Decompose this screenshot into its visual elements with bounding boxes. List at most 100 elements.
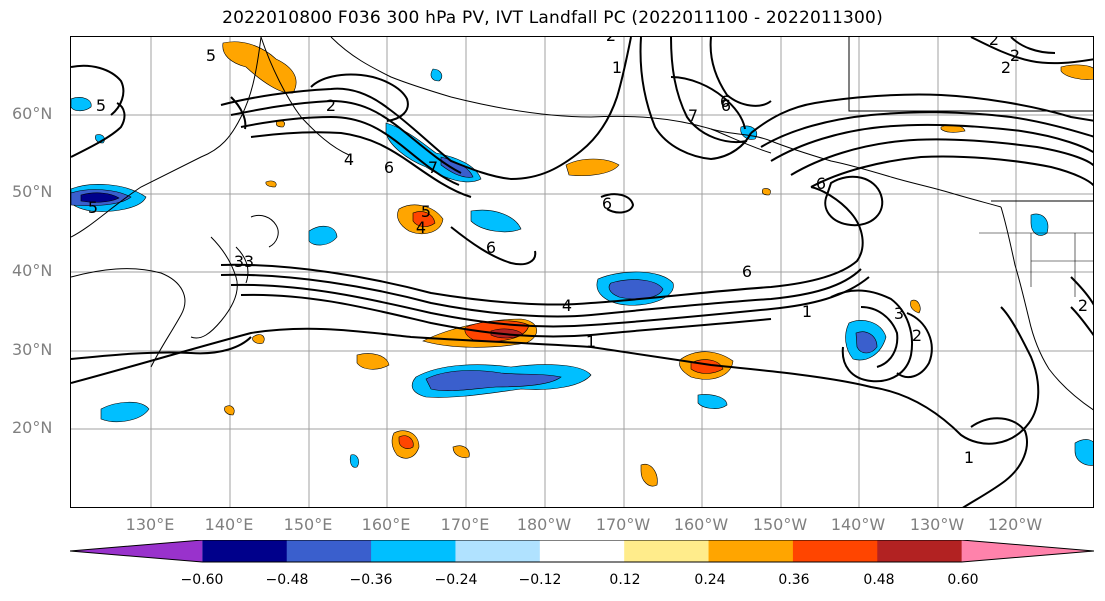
contour-label: 6 — [816, 174, 826, 193]
lon-label-140e: 140°E — [204, 515, 254, 534]
lat-label-30n: 30°N — [12, 340, 53, 359]
lon-label-170w: 170°W — [595, 515, 651, 534]
negative-pc-region — [80, 192, 120, 203]
contour-label: 5 — [206, 46, 216, 65]
map-canvas: 5 5 2 4 6 7 5 4 5 6 6 2 1 7 6 2 6 6 3 4 … — [71, 37, 1093, 507]
lat-label-20n: 20°N — [12, 418, 53, 437]
lon-label-130e: 130°E — [125, 515, 175, 534]
contour-label: 7 — [428, 158, 438, 177]
contour-label: 2 — [1078, 296, 1088, 315]
negative-pc-region — [697, 394, 728, 409]
lon-label-160w: 160°W — [673, 515, 729, 534]
lon-label-180w: 180°W — [516, 515, 572, 534]
colorbar-tick-label: 0.48 — [863, 572, 895, 588]
colorbar-extend-min — [70, 540, 203, 562]
lon-label-140w: 140°W — [830, 515, 886, 534]
negative-pc-region — [308, 225, 338, 246]
contour-label: 3 — [234, 252, 244, 271]
colorbar-segment — [877, 540, 963, 562]
positive-pc-region — [265, 180, 277, 188]
contour-label: 6 — [384, 158, 394, 177]
colorbar-tick-label: 0.24 — [694, 572, 726, 588]
positive-pc-region — [224, 405, 235, 416]
contour-labels: 5 5 2 4 6 7 5 4 5 6 6 2 1 7 6 2 6 6 3 4 … — [88, 37, 1088, 467]
negative-pc-region — [1030, 213, 1049, 236]
lat-label-40n: 40°N — [12, 261, 53, 280]
negative-pc-region — [100, 401, 150, 422]
contour-label: 5 — [88, 198, 98, 217]
negative-pc-region — [855, 331, 878, 354]
positive-pc-region — [761, 188, 771, 196]
colorbar-tick-label: −0.12 — [518, 572, 562, 588]
contour-label: 4 — [416, 218, 426, 237]
contour-label: 4 — [562, 296, 572, 315]
contour-label: 2 — [1001, 58, 1011, 77]
lon-label-150w: 150°W — [752, 515, 808, 534]
coastlines — [71, 37, 1093, 411]
contour-label: 4 — [344, 150, 354, 169]
contour-label: 1 — [612, 58, 622, 77]
colorbar-segment — [708, 540, 794, 562]
colorbar-segment — [455, 540, 541, 562]
lon-label-170e: 170°E — [440, 515, 490, 534]
colorbar — [70, 540, 1094, 563]
lon-label-160e: 160°E — [361, 515, 411, 534]
positive-pc-region — [412, 211, 436, 227]
contour-label: 3 — [244, 252, 254, 271]
lat-label-50n: 50°N — [12, 182, 53, 201]
positive-pc-region — [640, 463, 658, 487]
colorbar-segment — [202, 540, 288, 562]
contour-label: 2 — [989, 37, 999, 49]
colorbar-segment — [371, 540, 456, 562]
colorbar-tick-label: −0.24 — [434, 572, 478, 588]
contour-label: 2 — [326, 96, 336, 115]
positive-pc-region — [565, 158, 620, 176]
map-title: 2022010800 F036 300 hPa PV, IVT Landfall… — [222, 8, 883, 28]
colorbar-segment — [286, 540, 372, 562]
contour-label: 2 — [606, 37, 616, 45]
contour-label: 2 — [912, 326, 922, 345]
contour-label: 1 — [586, 332, 596, 351]
colorbar-segment — [539, 540, 625, 562]
lon-label-120w: 120°W — [987, 515, 1043, 534]
lon-label-130w: 130°W — [909, 515, 965, 534]
contour-label: 6 — [721, 96, 731, 115]
negative-pc-region — [349, 454, 359, 468]
positive-pc-region — [252, 334, 265, 344]
colorbar-tick-label: −0.36 — [349, 572, 393, 588]
contour-label: 1 — [802, 302, 812, 321]
positive-pc-region — [356, 353, 390, 370]
lat-label-60n: 60°N — [12, 104, 53, 123]
colorbar-segments — [70, 540, 1094, 563]
colorbar-segment — [624, 540, 710, 562]
colorbar-segment — [792, 540, 878, 562]
colorbar-extend-max — [961, 540, 1094, 562]
colorbar-outline — [70, 540, 1094, 563]
lon-label-150e: 150°E — [283, 515, 333, 534]
colorbar-tick-label: 0.60 — [947, 572, 979, 588]
positive-pc-region — [452, 445, 470, 458]
negative-pc-region — [430, 68, 443, 82]
pv-contours — [71, 37, 1093, 507]
contour-label: 6 — [742, 262, 752, 281]
colorbar-tick-label: −0.60 — [180, 572, 224, 588]
negative-pc-region — [1074, 439, 1093, 466]
gridlines — [71, 37, 1093, 507]
negative-pc-region — [71, 97, 92, 112]
contour-label: 5 — [96, 96, 106, 115]
contour-label: 6 — [720, 92, 730, 111]
contour-label: 3 — [894, 304, 904, 323]
positive-pc-region — [910, 299, 921, 314]
positive-pc-region — [398, 435, 414, 449]
positive-pc-region — [222, 41, 297, 94]
colorbar-tick-label: 0.12 — [609, 572, 641, 588]
colorbar-tick-label: 0.36 — [778, 572, 810, 588]
contour-label: 6 — [602, 194, 612, 213]
contour-label: 6 — [486, 238, 496, 257]
contour-label: 5 — [421, 202, 431, 221]
contour-label: 2 — [1010, 46, 1020, 65]
contour-label: 1 — [964, 448, 974, 467]
negative-pc-region — [425, 370, 562, 392]
positive-pc-region — [1060, 64, 1093, 80]
negative-pc-region — [470, 209, 522, 233]
